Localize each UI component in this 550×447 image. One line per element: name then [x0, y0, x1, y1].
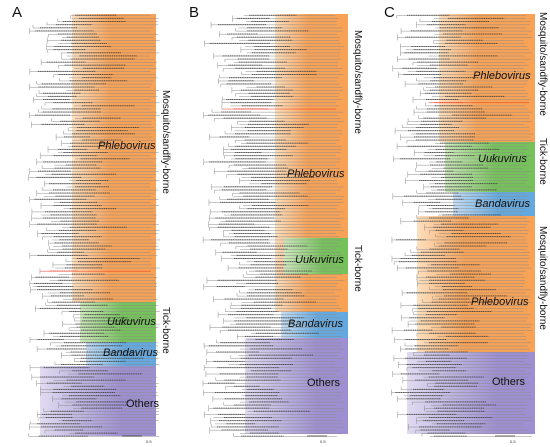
clade-label: Others — [307, 377, 341, 389]
clade-band-others — [245, 338, 348, 434]
host-label: Tick-borne — [537, 138, 548, 185]
clade-label: Uukuvirus — [107, 316, 156, 328]
host-label: Mosquito/sandfly-borne — [352, 30, 363, 134]
scale-bar-label: 0.5 — [146, 439, 152, 444]
phylogenetic-tree — [28, 14, 160, 437]
clade-band-phlebovirus — [72, 14, 156, 302]
host-label: Mosquito/sandfly-borne — [160, 90, 171, 194]
host-label: Tick-borne — [160, 307, 171, 354]
clade-label: Phlebovirus — [287, 168, 345, 180]
panel-c: C Phlebovirus Uukuvirus Bandavirus Phleb… — [367, 0, 550, 447]
clade-label: Bandavirus — [103, 347, 159, 359]
clade-label: Others — [126, 398, 160, 410]
clade-band-phlebovirus — [417, 216, 535, 352]
clade-label: Phlebovirus — [473, 70, 531, 82]
clade-label: Phlebovirus — [98, 140, 156, 152]
phylogenetic-tree — [202, 14, 345, 437]
clade-label: Phlebovirus — [471, 296, 529, 308]
scale-bar-label: 0.5 — [320, 439, 326, 444]
scale-bar-label: 0.5 — [510, 439, 516, 444]
clade-label: Others — [492, 376, 526, 388]
host-label: Mosquito/sandfly-borne — [537, 12, 548, 116]
clade-label: Bandavirus — [475, 198, 531, 210]
host-label: Mosquito/sandfly-borne — [537, 226, 548, 330]
clade-label: Uukuvirus — [478, 153, 527, 165]
panel-b: B Phlebovirus Uukuvirus Bandavirus Other… — [183, 0, 367, 447]
panel-a: A Phlebovirus Uukuvirus Bandavirus Other… — [0, 0, 183, 447]
panel-label: B — [189, 4, 200, 21]
panel-label: A — [12, 4, 23, 21]
host-label: Tick-borne — [352, 245, 363, 292]
clade-band-others — [40, 366, 156, 436]
clade-label: Uukuvirus — [295, 254, 344, 266]
clade-label: Bandavirus — [288, 318, 344, 330]
panel-label: C — [384, 4, 395, 21]
phylogenetic-tree — [391, 14, 533, 437]
